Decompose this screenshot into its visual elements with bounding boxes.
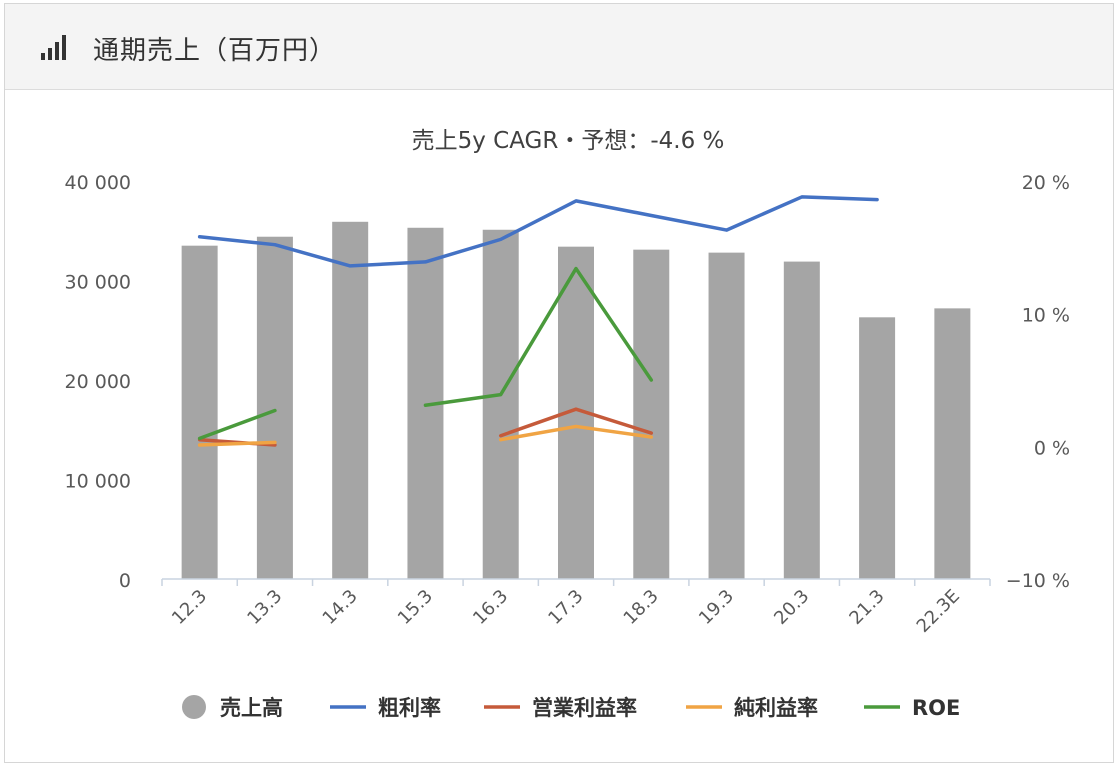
card-title: 通期売上（百万円） [93,36,337,66]
chart-title: 売上5y CAGR・予想：-4.6 % [412,128,725,154]
right-axis-tick-label: 0 % [1034,437,1070,459]
right-axis-tick-label: 10 % [1022,305,1070,327]
left-axis-tick-label: 30 000 [65,272,131,294]
legend-label: 営業利益率 [532,696,637,720]
bar [332,221,369,580]
series-line [423,266,654,407]
bar [256,236,293,579]
bar [783,261,820,579]
card-header: 通期売上（百万円） [5,4,1113,90]
bar [708,252,745,579]
left-axis-tick-label: 20 000 [65,371,131,393]
right-axis-tick-label: −10 % [1006,570,1070,592]
right-axis-tick-label: 20 % [1022,172,1070,194]
x-tick-label: 20.3 [770,586,813,629]
series-line [498,407,654,438]
legend-label: 粗利率 [378,696,441,720]
series-line [197,440,277,447]
bar [633,249,670,579]
bar [181,245,218,580]
left-axis-tick-label: 0 [119,570,131,592]
left-axis-tick-label: 40 000 [65,172,131,194]
bar [934,308,971,579]
x-tick-label: 22.3E [913,586,964,637]
series-line [197,195,879,268]
x-tick-label: 17.3 [544,586,587,629]
x-tick-label: 12.3 [168,586,211,629]
x-tick-label: 18.3 [620,586,663,629]
legend-label: ROE [912,696,960,720]
series-line [197,408,277,441]
bar [482,229,519,579]
x-tick-label: 15.3 [394,586,437,629]
x-tick-label: 21.3 [845,586,888,629]
bar-chart-icon [41,34,67,60]
left-axis-tick-label: 10 000 [65,471,131,493]
x-tick-label: 13.3 [243,586,286,629]
legend-label: 純利益率 [734,696,818,720]
legend-label: 売上高 [220,696,283,720]
series-line [498,424,654,442]
x-tick-label: 16.3 [469,586,512,629]
bar [859,317,896,579]
legend-marker [182,695,206,719]
x-tick-label: 14.3 [319,586,362,629]
x-tick-label: 19.3 [695,586,738,629]
